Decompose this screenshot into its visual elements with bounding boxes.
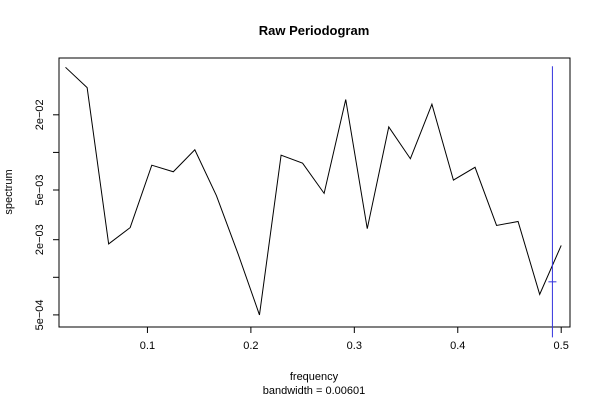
x-axis: 0.1 0.2 0.3 0.4 0.5 (140, 327, 569, 352)
y-tick-label-3: 5e−03 (34, 175, 46, 206)
x-tick-label-4: 0.5 (554, 340, 569, 352)
y-tick-label-2: 2e−03 (34, 224, 46, 255)
x-tick-label-2: 0.3 (347, 340, 362, 352)
x-tick-label-3: 0.4 (450, 340, 465, 352)
chart-title: Raw Periodogram (259, 23, 370, 38)
x-tick-label-1: 0.2 (243, 340, 258, 352)
series-layer (65, 66, 562, 316)
confidence-bar (548, 66, 557, 338)
bandwidth-label: bandwidth = 0.00601 (263, 385, 365, 397)
x-tick-label-0: 0.1 (140, 340, 155, 352)
plot-box (58, 57, 571, 328)
x-axis-label: frequency (290, 371, 339, 383)
spectrum-line-0 (65, 66, 562, 316)
y-axis: 5e−04 2e−03 5e−03 2e−02 (34, 99, 59, 330)
y-axis-label: spectrum (3, 169, 15, 214)
y-tick-label-0: 5e−04 (34, 299, 46, 330)
y-tick-label-5: 2e−02 (34, 99, 46, 130)
